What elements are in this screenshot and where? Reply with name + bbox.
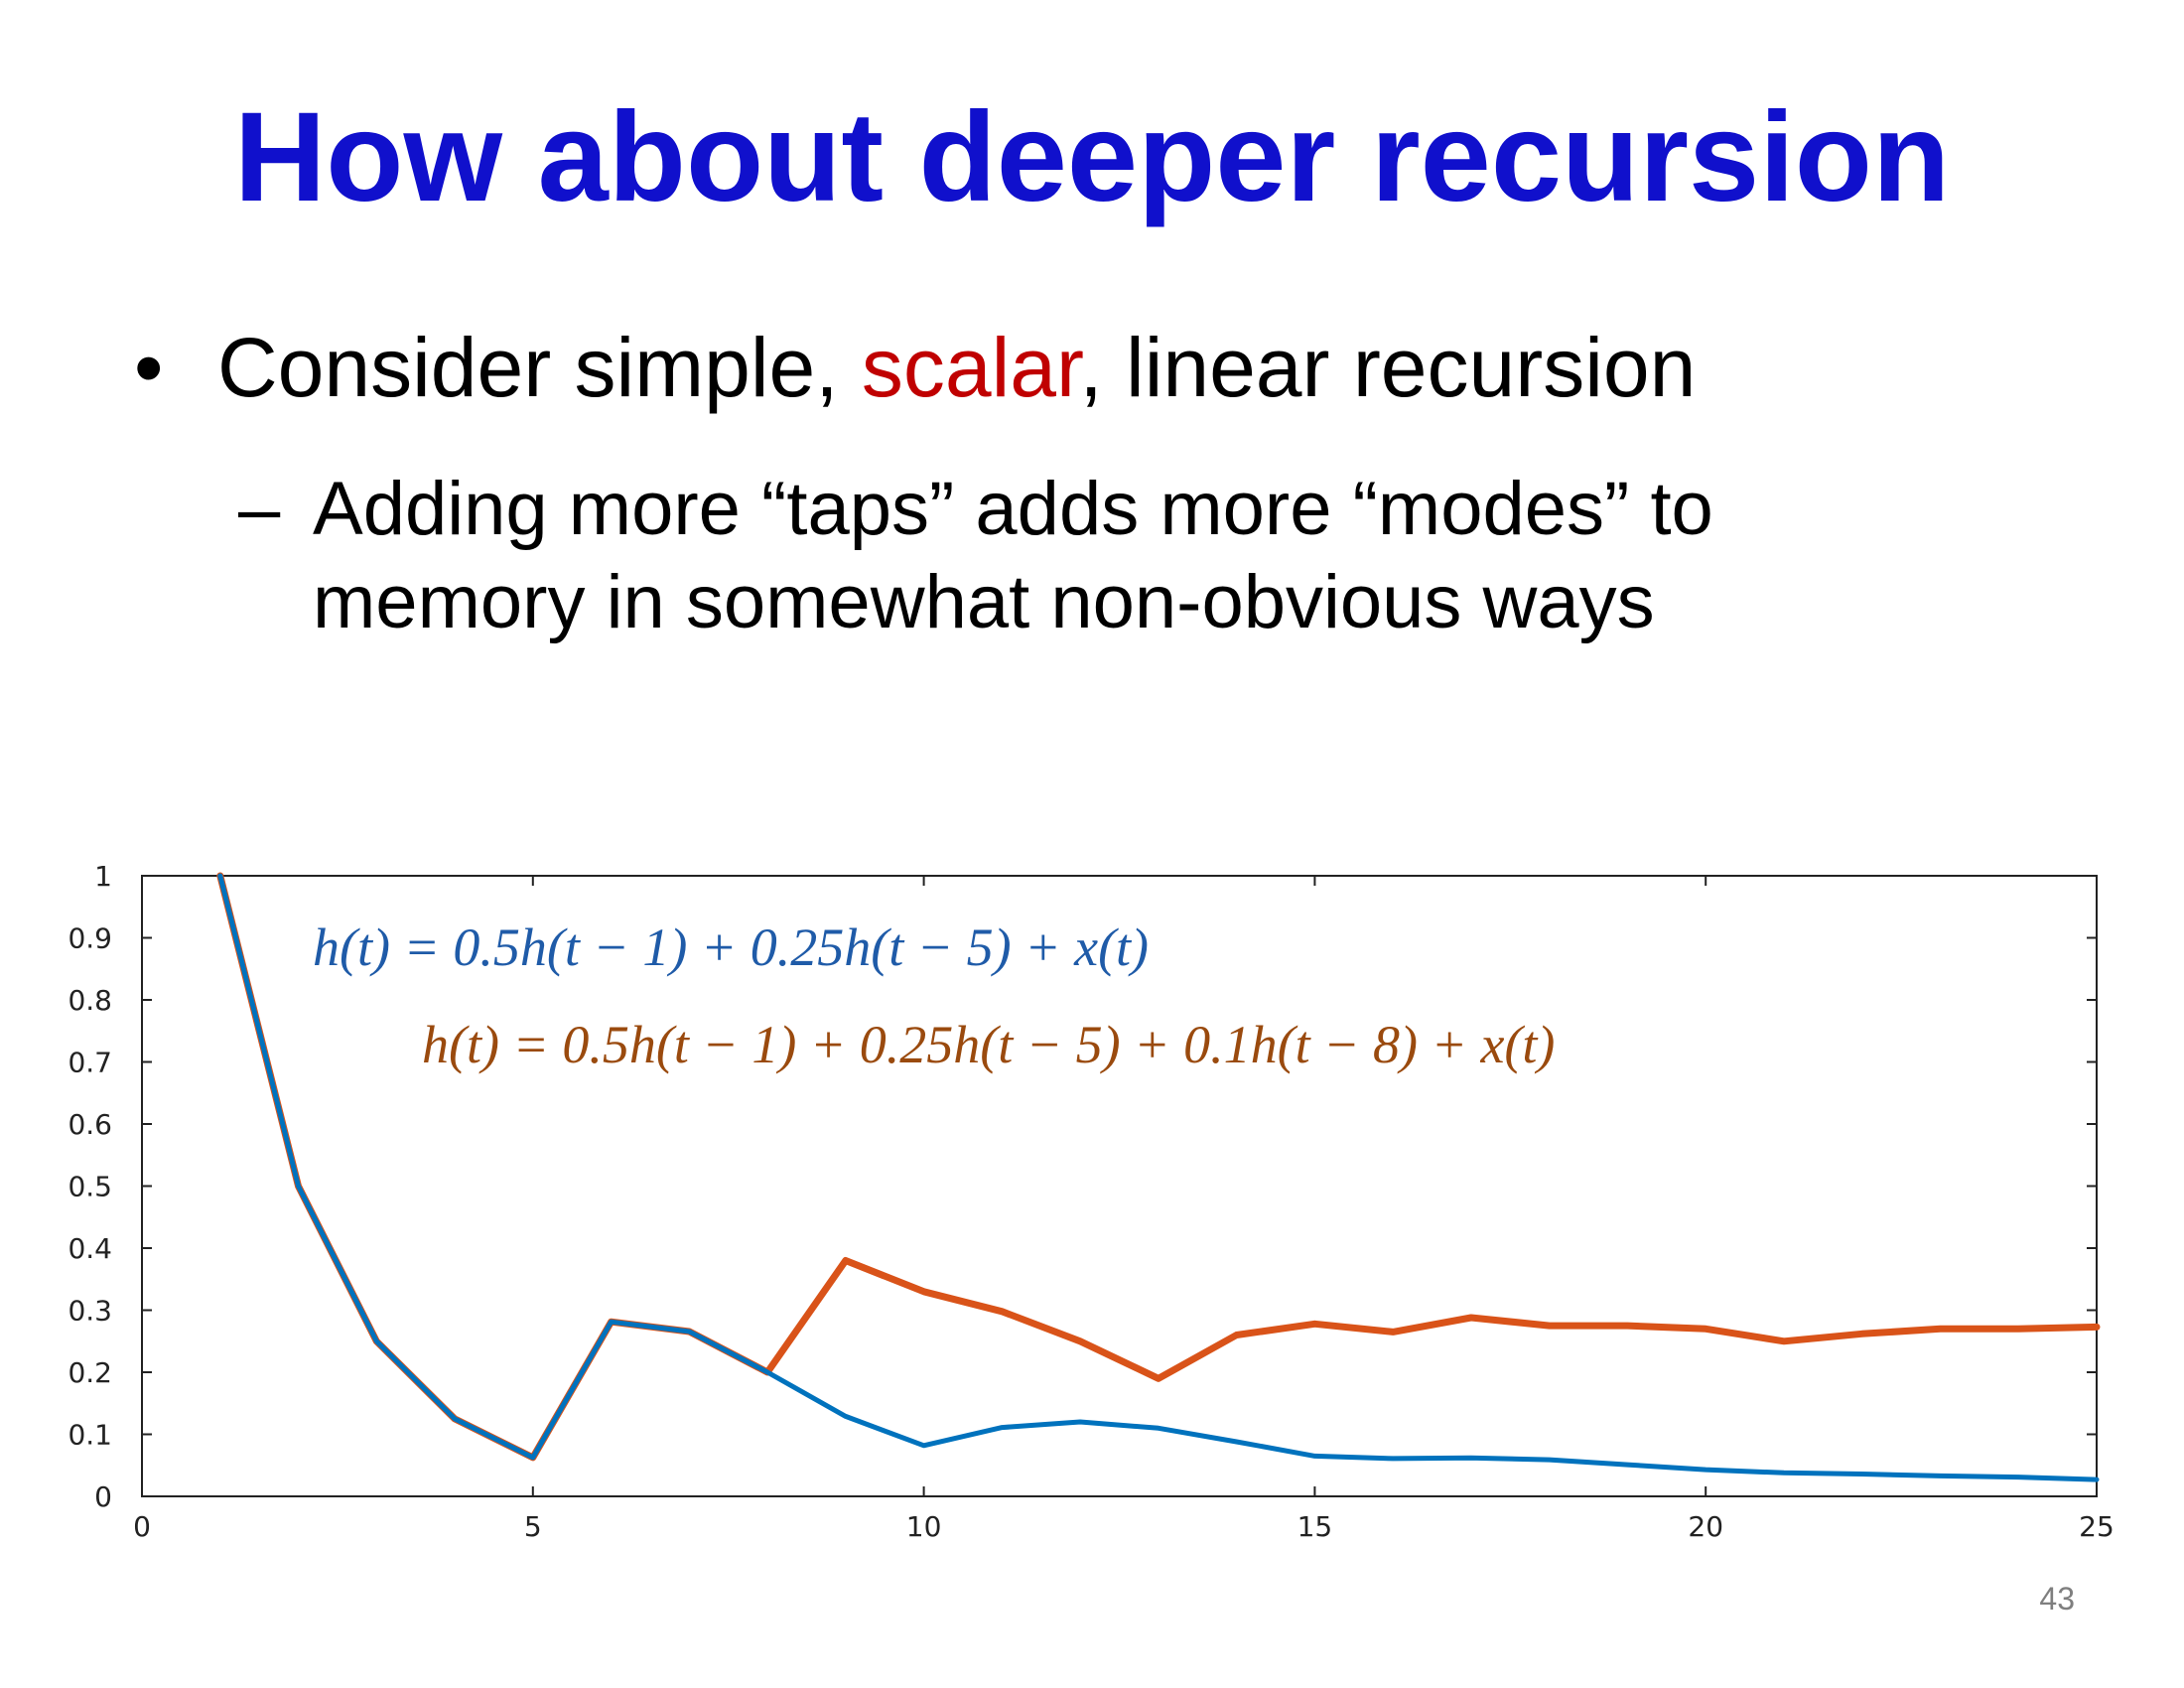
bullet-text-before: Consider simple,	[217, 321, 862, 414]
chart-axes: 0 5 10 15 20 25 0 0.1 0.2 0.3 0.4 0.5 0.6 0.7 0.8 0.9 1	[68, 860, 2114, 1543]
y-tick-label: 0.6	[68, 1108, 112, 1141]
x-tick-label: 15	[1297, 1510, 1333, 1543]
sub-bullet-text: Adding more “taps” adds more “modes” to …	[313, 467, 1713, 645]
x-tick-label: 20	[1688, 1510, 1723, 1543]
bullet-text-after: , linear recursion	[1079, 321, 1697, 414]
impulse-response-chart: 0 5 10 15 20 2500.10.20.30.40.50.60.70.80.91 …	[68, 860, 2114, 1543]
y-tick-label: 0.4	[68, 1232, 112, 1265]
chart-series	[216, 872, 2101, 1482]
y-tick-label: 0.7	[68, 1047, 112, 1079]
series-line-two-tap	[217, 873, 2100, 1482]
sub-bullet-symbol: –	[238, 467, 281, 551]
equation-two-tap: h(t) = 0.5h(t − 1) + 0.25h(t − 5) + x(t)	[313, 917, 1149, 977]
y-tick-label: 0.2	[68, 1356, 112, 1389]
y-tick-label: 0	[94, 1480, 112, 1513]
x-tick-label: 25	[2079, 1510, 2115, 1543]
x-tick-label: 0	[133, 1510, 151, 1543]
slide-number: 43	[2039, 1581, 2075, 1617]
y-tick-label: 0.1	[68, 1419, 112, 1452]
y-tick-label: 0.3	[68, 1295, 112, 1328]
y-tick-label: 0.9	[68, 922, 112, 955]
y-tick-label: 0.5	[68, 1171, 112, 1203]
bullet-symbol: •	[134, 321, 164, 414]
x-tick-label: 5	[524, 1510, 542, 1543]
x-tick-label: 10	[906, 1510, 942, 1543]
equation-three-tap: h(t) = 0.5h(t − 1) + 0.25h(t − 5) + 0.1h…	[422, 1015, 1555, 1074]
slide-title: How about deeper recursion	[233, 86, 1951, 228]
main-bullet: • Consider simple, scalar, linear recursi…	[134, 320, 1696, 416]
y-tick-label: 0.8	[68, 984, 112, 1017]
y-tick-label: 1	[94, 860, 112, 893]
chart-annotations: h(t) = 0.5h(t − 1) + 0.25h(t − 5) + x(t)…	[313, 917, 1555, 1074]
sub-bullet: – Adding more “taps” adds more “modes” t…	[238, 463, 1926, 649]
bullet-highlight-word: scalar	[861, 321, 1080, 414]
